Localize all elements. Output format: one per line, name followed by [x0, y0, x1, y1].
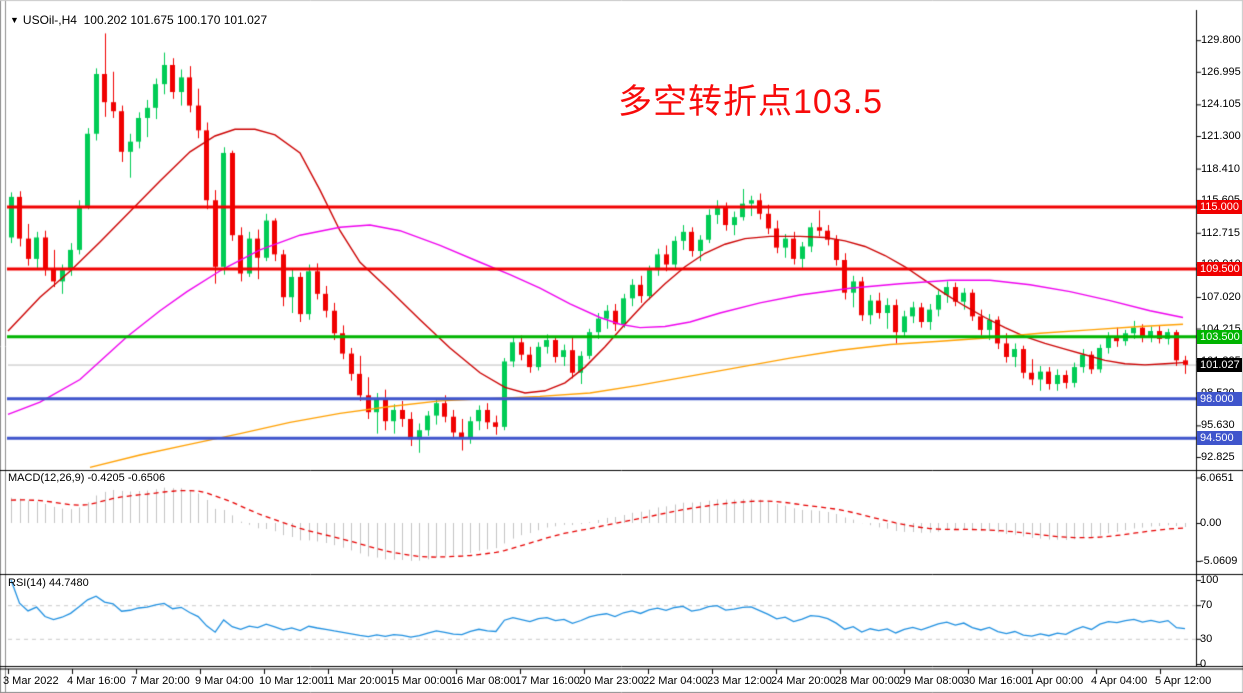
macd-tick-label: 0.00: [1200, 517, 1222, 529]
level-price-badge[interactable]: 103.500: [1197, 329, 1242, 344]
price-tick-label: 92.825: [1201, 451, 1235, 463]
macd-tick-label: 6.0651: [1200, 471, 1234, 484]
price-tick-label: 129.800: [1201, 34, 1241, 47]
level-price-badge[interactable]: 115.000: [1197, 200, 1242, 215]
rsi-label: RSI(14) 44.7480: [8, 577, 89, 589]
symbol-name: USOil-,H4: [22, 13, 77, 27]
price-tick-label: 95.630: [1201, 419, 1235, 432]
rsi-tick-label: 30: [1200, 632, 1213, 645]
time-axis-label: 4 Apr 04:00: [1091, 675, 1148, 687]
current-price-badge: 101.027: [1197, 357, 1242, 372]
time-axis-label: 10 Mar 12:00: [259, 675, 324, 687]
time-axis-label: 9 Mar 04:00: [195, 675, 254, 687]
symbol-ohlc-text: 100.202 101.675 100.170 101.027: [83, 13, 268, 27]
level-price-badge[interactable]: 98.000: [1197, 391, 1242, 406]
time-axis-label: 1 Apr 00:00: [1027, 675, 1084, 687]
annotation-text: 多空转折点103.5: [618, 83, 884, 121]
time-axis-label: 4 Mar 16:00: [67, 675, 126, 687]
time-axis-label: 5 Apr 12:00: [1155, 675, 1212, 687]
price-tick-label: 124.105: [1201, 98, 1241, 111]
time-axis-label: 15 Mar 00:00: [387, 675, 452, 687]
time-axis-label: 3 Mar 2022: [3, 675, 59, 687]
level-price-badge[interactable]: 94.500: [1197, 431, 1242, 446]
macd-tick-label: -5.0609: [1200, 554, 1238, 567]
price-tick-label: 107.020: [1201, 290, 1241, 303]
rsi-tick-label: 70: [1200, 599, 1213, 612]
time-axis-label: 30 Mar 16:00: [963, 675, 1028, 687]
price-tick-label: 112.715: [1201, 226, 1240, 239]
time-axis-label: 16 Mar 08:00: [451, 675, 516, 687]
time-axis-label: 24 Mar 20:00: [771, 675, 836, 687]
time-axis-label: 23 Mar 12:00: [707, 675, 772, 687]
time-axis-label: 22 Mar 04:00: [643, 675, 708, 687]
time-axis-label: 7 Mar 20:00: [131, 675, 190, 687]
time-axis-label: 20 Mar 23:00: [579, 675, 644, 687]
rsi-tick-label: 0: [1200, 658, 1207, 670]
price-tick-label: 126.995: [1201, 65, 1241, 78]
time-axis-label: 11 Mar 20:00: [323, 675, 388, 687]
symbol-info: ▼ USOil-,H4 100.202 101.675 100.170 101.0…: [10, 13, 267, 27]
level-price-badge[interactable]: 109.500: [1197, 262, 1242, 277]
price-tick-label: 118.410: [1201, 162, 1240, 175]
time-axis-label: 17 Mar 16:00: [515, 675, 580, 687]
symbol-dropdown-icon[interactable]: ▼: [10, 15, 19, 25]
time-axis-label: 29 Mar 08:00: [899, 675, 964, 687]
time-axis-label: 28 Mar 00:00: [835, 675, 900, 687]
rsi-tick-label: 100: [1200, 574, 1219, 586]
price-tick-label: 121.300: [1201, 130, 1241, 142]
macd-label: MACD(12,26,9) -0.4205 -0.6506: [8, 472, 166, 484]
